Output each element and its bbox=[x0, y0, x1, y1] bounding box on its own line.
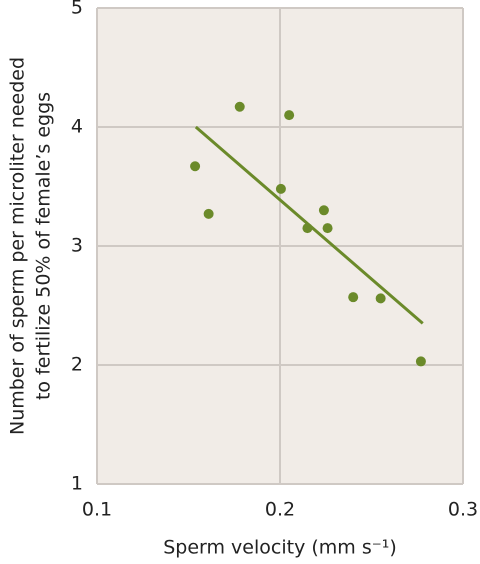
x-tick-label: 0.3 bbox=[448, 499, 478, 521]
data-point bbox=[190, 161, 201, 172]
data-point bbox=[203, 208, 214, 219]
x-tick-label: 0.1 bbox=[82, 499, 112, 521]
x-tick-label: 0.2 bbox=[265, 499, 295, 521]
data-point bbox=[302, 223, 313, 234]
y-tick-label: 1 bbox=[71, 473, 83, 495]
data-point bbox=[322, 223, 333, 234]
data-point bbox=[348, 292, 359, 303]
y-tick-label: 3 bbox=[71, 235, 83, 257]
data-point bbox=[415, 356, 426, 367]
data-point bbox=[234, 101, 245, 112]
data-point bbox=[275, 183, 286, 194]
y-tick-label: 5 bbox=[71, 0, 83, 19]
y-axis-label: Number of sperm per microliter needed bbox=[7, 57, 29, 435]
data-point bbox=[318, 205, 329, 216]
y-axis-label: to fertilize 50% of female’s eggs bbox=[33, 92, 55, 400]
y-tick-label: 2 bbox=[71, 354, 83, 376]
data-point bbox=[284, 110, 295, 121]
y-tick-label: 4 bbox=[71, 116, 83, 138]
x-axis-label: Sperm velocity (mm s⁻¹) bbox=[163, 537, 397, 559]
data-point bbox=[375, 293, 386, 304]
